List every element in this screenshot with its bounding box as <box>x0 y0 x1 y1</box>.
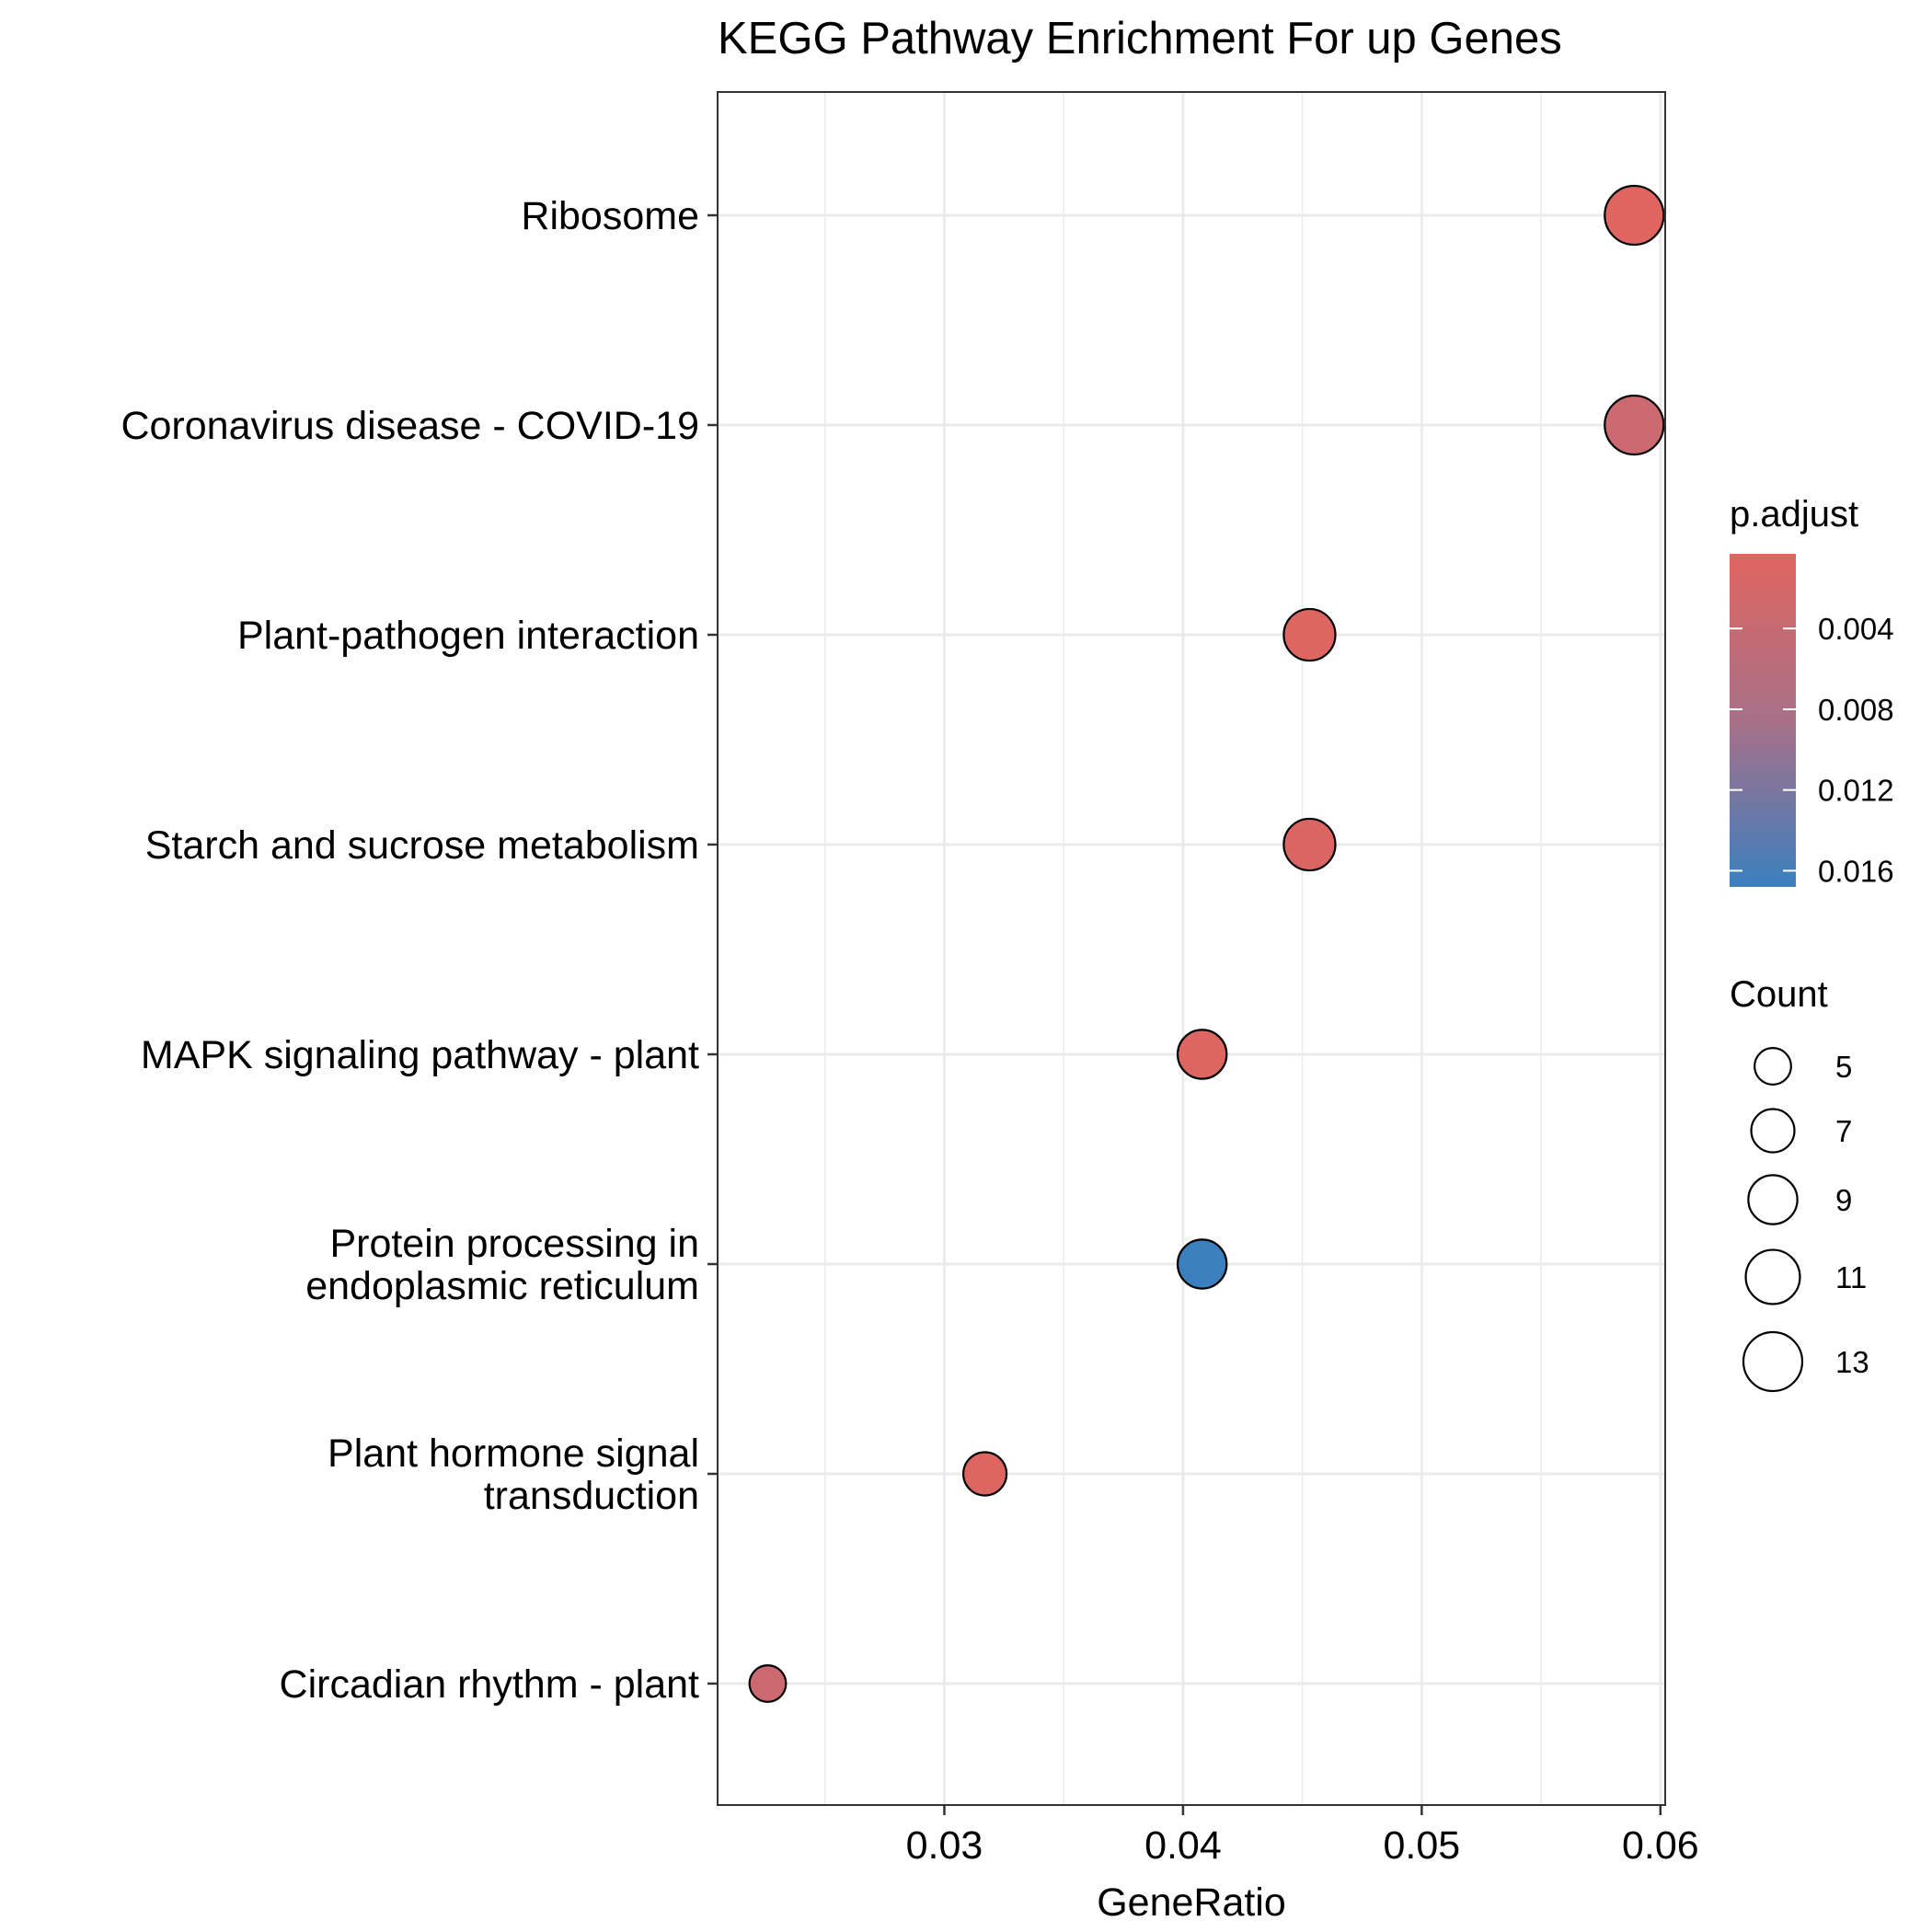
data-point <box>1282 817 1337 872</box>
y-axis: Ribosome Coronavirus disease - COVID-19 Pl… <box>121 194 718 1707</box>
size-legend-title: Count <box>1730 974 1828 1015</box>
data-point <box>1282 607 1337 662</box>
plot-panel <box>718 92 1665 1805</box>
x-axis: 0.03 0.04 0.05 0.06 <box>906 1805 1699 1868</box>
size-legend-label: 7 <box>1835 1114 1852 1148</box>
data-point <box>961 1451 1008 1497</box>
x-tick-label: 0.03 <box>906 1823 983 1868</box>
color-legend-label: 0.016 <box>1818 854 1894 888</box>
size-legend-label: 9 <box>1835 1183 1852 1217</box>
chart-title: KEGG Pathway Enrichment For up Genes <box>718 14 1562 63</box>
data-points <box>748 184 1665 1703</box>
x-tick-label: 0.05 <box>1384 1823 1461 1868</box>
size-legend-label: 5 <box>1835 1050 1852 1084</box>
y-tick-label: Plant-pathogen interaction <box>237 614 699 658</box>
color-legend-bar <box>1730 554 1796 887</box>
color-legend-ticks: 0.004 0.008 0.012 0.016 <box>1730 612 1894 888</box>
color-legend-label: 0.012 <box>1818 774 1894 808</box>
size-legend-circle <box>1747 1174 1799 1225</box>
size-legend-label: 13 <box>1835 1345 1869 1379</box>
color-legend-label: 0.008 <box>1818 693 1894 727</box>
y-tick-label: Ribosome <box>521 194 699 238</box>
y-tick-label: Circadian rhythm - plant <box>280 1662 700 1707</box>
size-legend-circle <box>1750 1108 1796 1154</box>
y-tick-label: Plant hormone signal <box>328 1432 699 1476</box>
data-point <box>1604 394 1665 456</box>
y-tick-label: Protein processing in <box>329 1222 699 1266</box>
size-legend-items: 5 7 9 11 13 <box>1742 1047 1869 1393</box>
color-legend: p.adjust 0.004 0.008 0.012 0.016 <box>1730 494 1894 888</box>
data-point <box>1176 1238 1228 1290</box>
x-axis-label: GeneRatio <box>1097 1880 1286 1925</box>
size-legend-circle <box>1744 1248 1801 1305</box>
data-point <box>1176 1029 1228 1080</box>
x-tick-label: 0.06 <box>1622 1823 1699 1868</box>
x-tick-label: 0.04 <box>1144 1823 1222 1868</box>
size-legend-label: 11 <box>1835 1260 1867 1294</box>
plot-border <box>717 91 1666 1806</box>
data-point <box>1604 184 1665 247</box>
y-tick-label: transduction <box>484 1474 699 1518</box>
color-legend-title: p.adjust <box>1730 494 1858 535</box>
color-legend-label: 0.004 <box>1818 612 1894 646</box>
size-legend-circle <box>1754 1047 1792 1086</box>
y-tick-label: Coronavirus disease - COVID-19 <box>121 404 699 448</box>
y-tick-label: Starch and sucrose metabolism <box>145 823 699 868</box>
size-legend-circle <box>1742 1330 1804 1393</box>
y-tick-label: endoplasmic reticulum <box>305 1264 699 1308</box>
y-tick-label: MAPK signaling pathway - plant <box>141 1033 699 1077</box>
data-point <box>748 1664 788 1703</box>
size-legend: Count 5 7 9 11 13 <box>1730 974 1869 1393</box>
